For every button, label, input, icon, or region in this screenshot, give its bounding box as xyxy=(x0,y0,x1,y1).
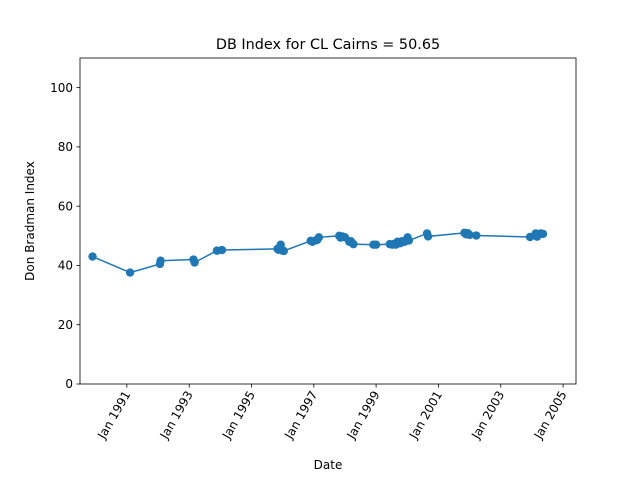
data-point xyxy=(88,252,97,261)
data-point xyxy=(279,246,289,256)
plot-area xyxy=(88,228,548,277)
x-tick-label: Jan 1997 xyxy=(281,389,320,443)
x-tick-label: Jan 1999 xyxy=(344,389,383,443)
y-tick-label: 0 xyxy=(65,377,73,391)
data-point xyxy=(423,232,433,241)
data-point xyxy=(538,229,548,239)
data-point xyxy=(465,230,474,240)
data-point xyxy=(404,236,414,245)
x-tick-label: Jan 2001 xyxy=(406,389,445,443)
data-point xyxy=(314,233,324,242)
data-point xyxy=(125,268,135,277)
axes-frame xyxy=(79,57,577,385)
y-tick-label: 60 xyxy=(58,199,73,213)
data-point xyxy=(371,240,381,249)
x-tick-label: Jan 2005 xyxy=(531,389,570,443)
y-tick-label: 100 xyxy=(50,81,73,95)
y-tick-label: 80 xyxy=(58,140,73,154)
y-tick-label: 20 xyxy=(58,318,73,332)
x-tick-label: Jan 1991 xyxy=(94,389,133,443)
x-tick-label: Jan 1993 xyxy=(157,389,196,443)
x-tick-label: Jan 2003 xyxy=(468,389,507,443)
data-point xyxy=(190,258,199,267)
data-point xyxy=(217,245,227,255)
y-axis-label: Don Bradman Index xyxy=(23,161,37,281)
data-point xyxy=(349,239,358,249)
x-axis-label: Date xyxy=(314,458,343,472)
axes: 0 20 40 60 80 100 Jan 1991 Jan 1993 Jan 1995 Jan … xyxy=(50,57,577,443)
data-point xyxy=(156,256,165,265)
x-tick-label: Jan 1995 xyxy=(219,389,258,443)
data-point xyxy=(472,231,481,240)
chart-title: DB Index for CL Cairns = 50.65 xyxy=(216,37,440,53)
y-tick-label: 40 xyxy=(58,259,73,273)
